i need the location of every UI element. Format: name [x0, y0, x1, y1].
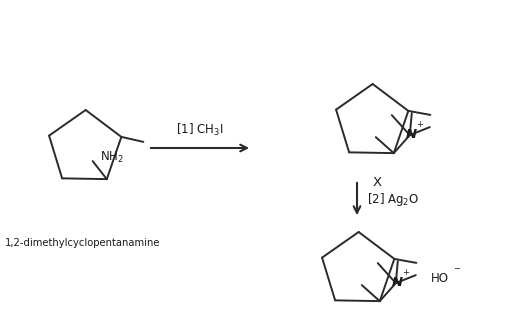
Text: X: X	[373, 176, 382, 189]
Text: [2] Ag$_2$O: [2] Ag$_2$O	[367, 190, 419, 207]
Text: $^+$: $^+$	[401, 269, 411, 282]
Text: HO: HO	[431, 272, 449, 285]
Text: N: N	[405, 128, 416, 141]
Text: $^+$: $^+$	[415, 121, 425, 134]
Text: [1] CH$_3$I: [1] CH$_3$I	[176, 122, 224, 138]
Text: Y: Y	[359, 324, 367, 325]
Text: N: N	[391, 276, 402, 289]
Text: NH$_2$: NH$_2$	[100, 150, 124, 165]
Text: $^-$: $^-$	[452, 265, 461, 278]
Text: 1,2-dimethylcyclopentanamine: 1,2-dimethylcyclopentanamine	[5, 238, 160, 248]
